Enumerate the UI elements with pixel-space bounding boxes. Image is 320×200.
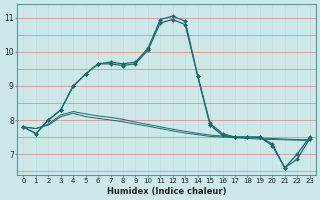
X-axis label: Humidex (Indice chaleur): Humidex (Indice chaleur) xyxy=(107,187,226,196)
